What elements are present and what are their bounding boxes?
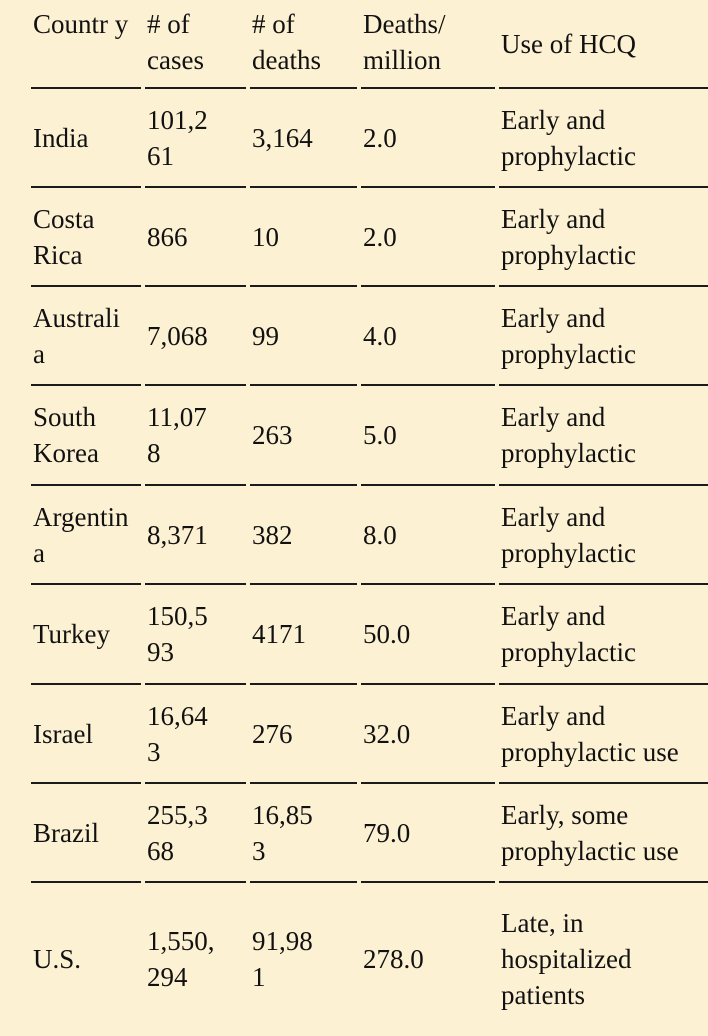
cell-deaths: 16,853: [250, 784, 357, 883]
cell-hcq-use: Early and prophylactic: [499, 89, 708, 188]
cell-deaths: 4171: [250, 585, 357, 685]
cell-hcq-use: Late, in hospitalized patients: [501, 908, 632, 1010]
cell-cases: 101,261: [145, 89, 246, 188]
cell-country: Brazil: [31, 784, 141, 883]
cell-deaths-per-million: 79.0: [361, 784, 495, 883]
cell-cases: 866: [145, 188, 246, 287]
cell-deaths-per-million: 2.0: [361, 89, 495, 188]
cell-deaths-per-million: 2.0: [361, 188, 495, 287]
cell-cases: 11,078: [145, 386, 246, 486]
cell-hcq-use: Early, some prophylactic use: [499, 784, 708, 883]
cell-deaths: 10: [250, 188, 357, 287]
cell-deaths: 276: [250, 685, 357, 784]
cell-deaths: 263: [250, 386, 357, 486]
cell-deaths-per-million: 278.0: [363, 944, 424, 974]
header-country: Countr y: [31, 0, 141, 89]
cell-deaths: 3,164: [250, 89, 357, 188]
cell-hcq-use: Early and prophylactic: [499, 287, 708, 386]
cell-cases: 16,643: [145, 685, 246, 784]
cell-hcq-use: Early and prophylactic: [499, 486, 708, 585]
cell-deaths-per-million: 5.0: [361, 386, 495, 486]
header-hcq-use: Use of HCQ: [499, 0, 708, 89]
cell-cases: 7,068: [145, 287, 246, 386]
cell-deaths-per-million: 32.0: [361, 685, 495, 784]
cell-country: Costa Rica: [31, 188, 141, 287]
cell-cases: 1,550,294: [147, 926, 215, 992]
cell-hcq-use: Early and prophylactic use: [499, 685, 708, 784]
cell-country: South Korea: [31, 386, 141, 486]
cell-country: Australia: [31, 287, 141, 386]
cell-country: India: [31, 89, 141, 188]
cell-deaths-per-million: 50.0: [361, 585, 495, 685]
cell-hcq-use: Early and prophylactic: [499, 386, 708, 486]
header-deaths: # of deaths: [250, 0, 357, 89]
cell-cases: 150,593: [145, 585, 246, 685]
header-cases: # of cases: [145, 0, 246, 89]
cell-deaths: 382: [250, 486, 357, 585]
header-deaths-per-million: Deaths/ million: [361, 0, 495, 89]
cell-deaths-per-million: 4.0: [361, 287, 495, 386]
cell-deaths: 91,981: [252, 926, 313, 992]
hcq-country-table: Countr y # of cases # of deaths Deaths/ …: [31, 0, 708, 1036]
cell-country: Turkey: [31, 585, 141, 685]
cell-hcq-use: Early and prophylactic: [499, 188, 708, 287]
cell-hcq-use: Early and prophylactic: [499, 585, 708, 685]
cell-deaths: 99: [250, 287, 357, 386]
cell-country: Israel: [31, 685, 141, 784]
cell-country: Argentina: [31, 486, 141, 585]
cell-country: U.S.: [33, 944, 82, 974]
cell-cases: 255,368: [145, 784, 246, 883]
cell-deaths-per-million: 8.0: [361, 486, 495, 585]
cell-cases: 8,371: [145, 486, 246, 585]
